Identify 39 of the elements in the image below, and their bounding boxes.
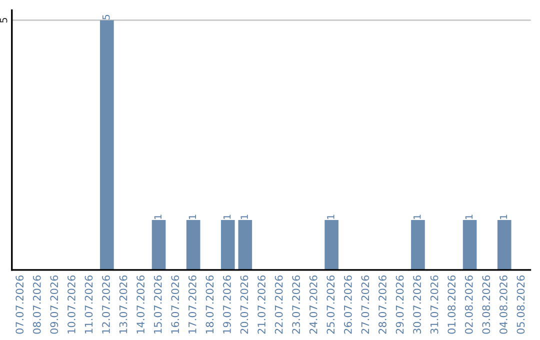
data-label: 1 — [500, 214, 508, 219]
x-tick-label: 07.07.2026 — [16, 275, 24, 334]
data-label: 1 — [414, 214, 421, 219]
x-tick-label: 17.07.2026 — [188, 275, 196, 334]
x-tick-label: 04.08.2026 — [500, 275, 508, 334]
x-tick-label: 30.07.2026 — [413, 275, 421, 334]
data-label: 1 — [327, 214, 334, 219]
data-label: 1 — [154, 214, 162, 219]
x-tick-label: 15.07.2026 — [154, 275, 162, 334]
x-tick-label: 23.07.2026 — [292, 275, 300, 334]
x-tick-label: 28.07.2026 — [378, 275, 386, 334]
x-tick-label: 14.07.2026 — [136, 275, 144, 334]
data-label: 1 — [223, 214, 231, 219]
x-tick-label: 18.07.2026 — [206, 275, 214, 334]
x-tick-label: 05.08.2026 — [516, 275, 525, 334]
x-tick-label: 13.07.2026 — [119, 275, 128, 334]
x-tick-label: 08.07.2026 — [32, 275, 41, 334]
x-tick-label: 19.07.2026 — [223, 275, 231, 334]
x-tick-label: 26.07.2026 — [344, 275, 352, 334]
x-tick-label: 03.08.2026 — [482, 275, 490, 334]
x-tick-label: 02.08.2026 — [464, 275, 473, 334]
data-label: 5 — [102, 14, 110, 20]
x-tick-label: 20.07.2026 — [240, 275, 248, 334]
x-tick-label: 22.07.2026 — [274, 275, 283, 334]
data-label: 1 — [240, 214, 248, 219]
x-tick-label: 09.07.2026 — [50, 275, 58, 334]
x-tick-label: 10.07.2026 — [68, 275, 76, 334]
x-tick-label: 21.07.2026 — [258, 275, 266, 334]
x-tick-label: 27.07.2026 — [361, 275, 370, 334]
x-tick-label: 01.08.2026 — [448, 275, 456, 334]
x-tick-label: 11.07.2026 — [84, 275, 93, 334]
x-tick-label: 16.07.2026 — [171, 275, 180, 334]
x-tick-label: 31.07.2026 — [430, 275, 438, 334]
data-label: 1 — [188, 214, 196, 219]
x-tick-label: 24.07.2026 — [309, 275, 318, 334]
data-label: 1 — [465, 214, 472, 219]
x-tick-label: 29.07.2026 — [396, 275, 404, 334]
x-tick-label: 12.07.2026 — [102, 275, 110, 334]
x-tick-label: 25.07.2026 — [326, 275, 335, 334]
